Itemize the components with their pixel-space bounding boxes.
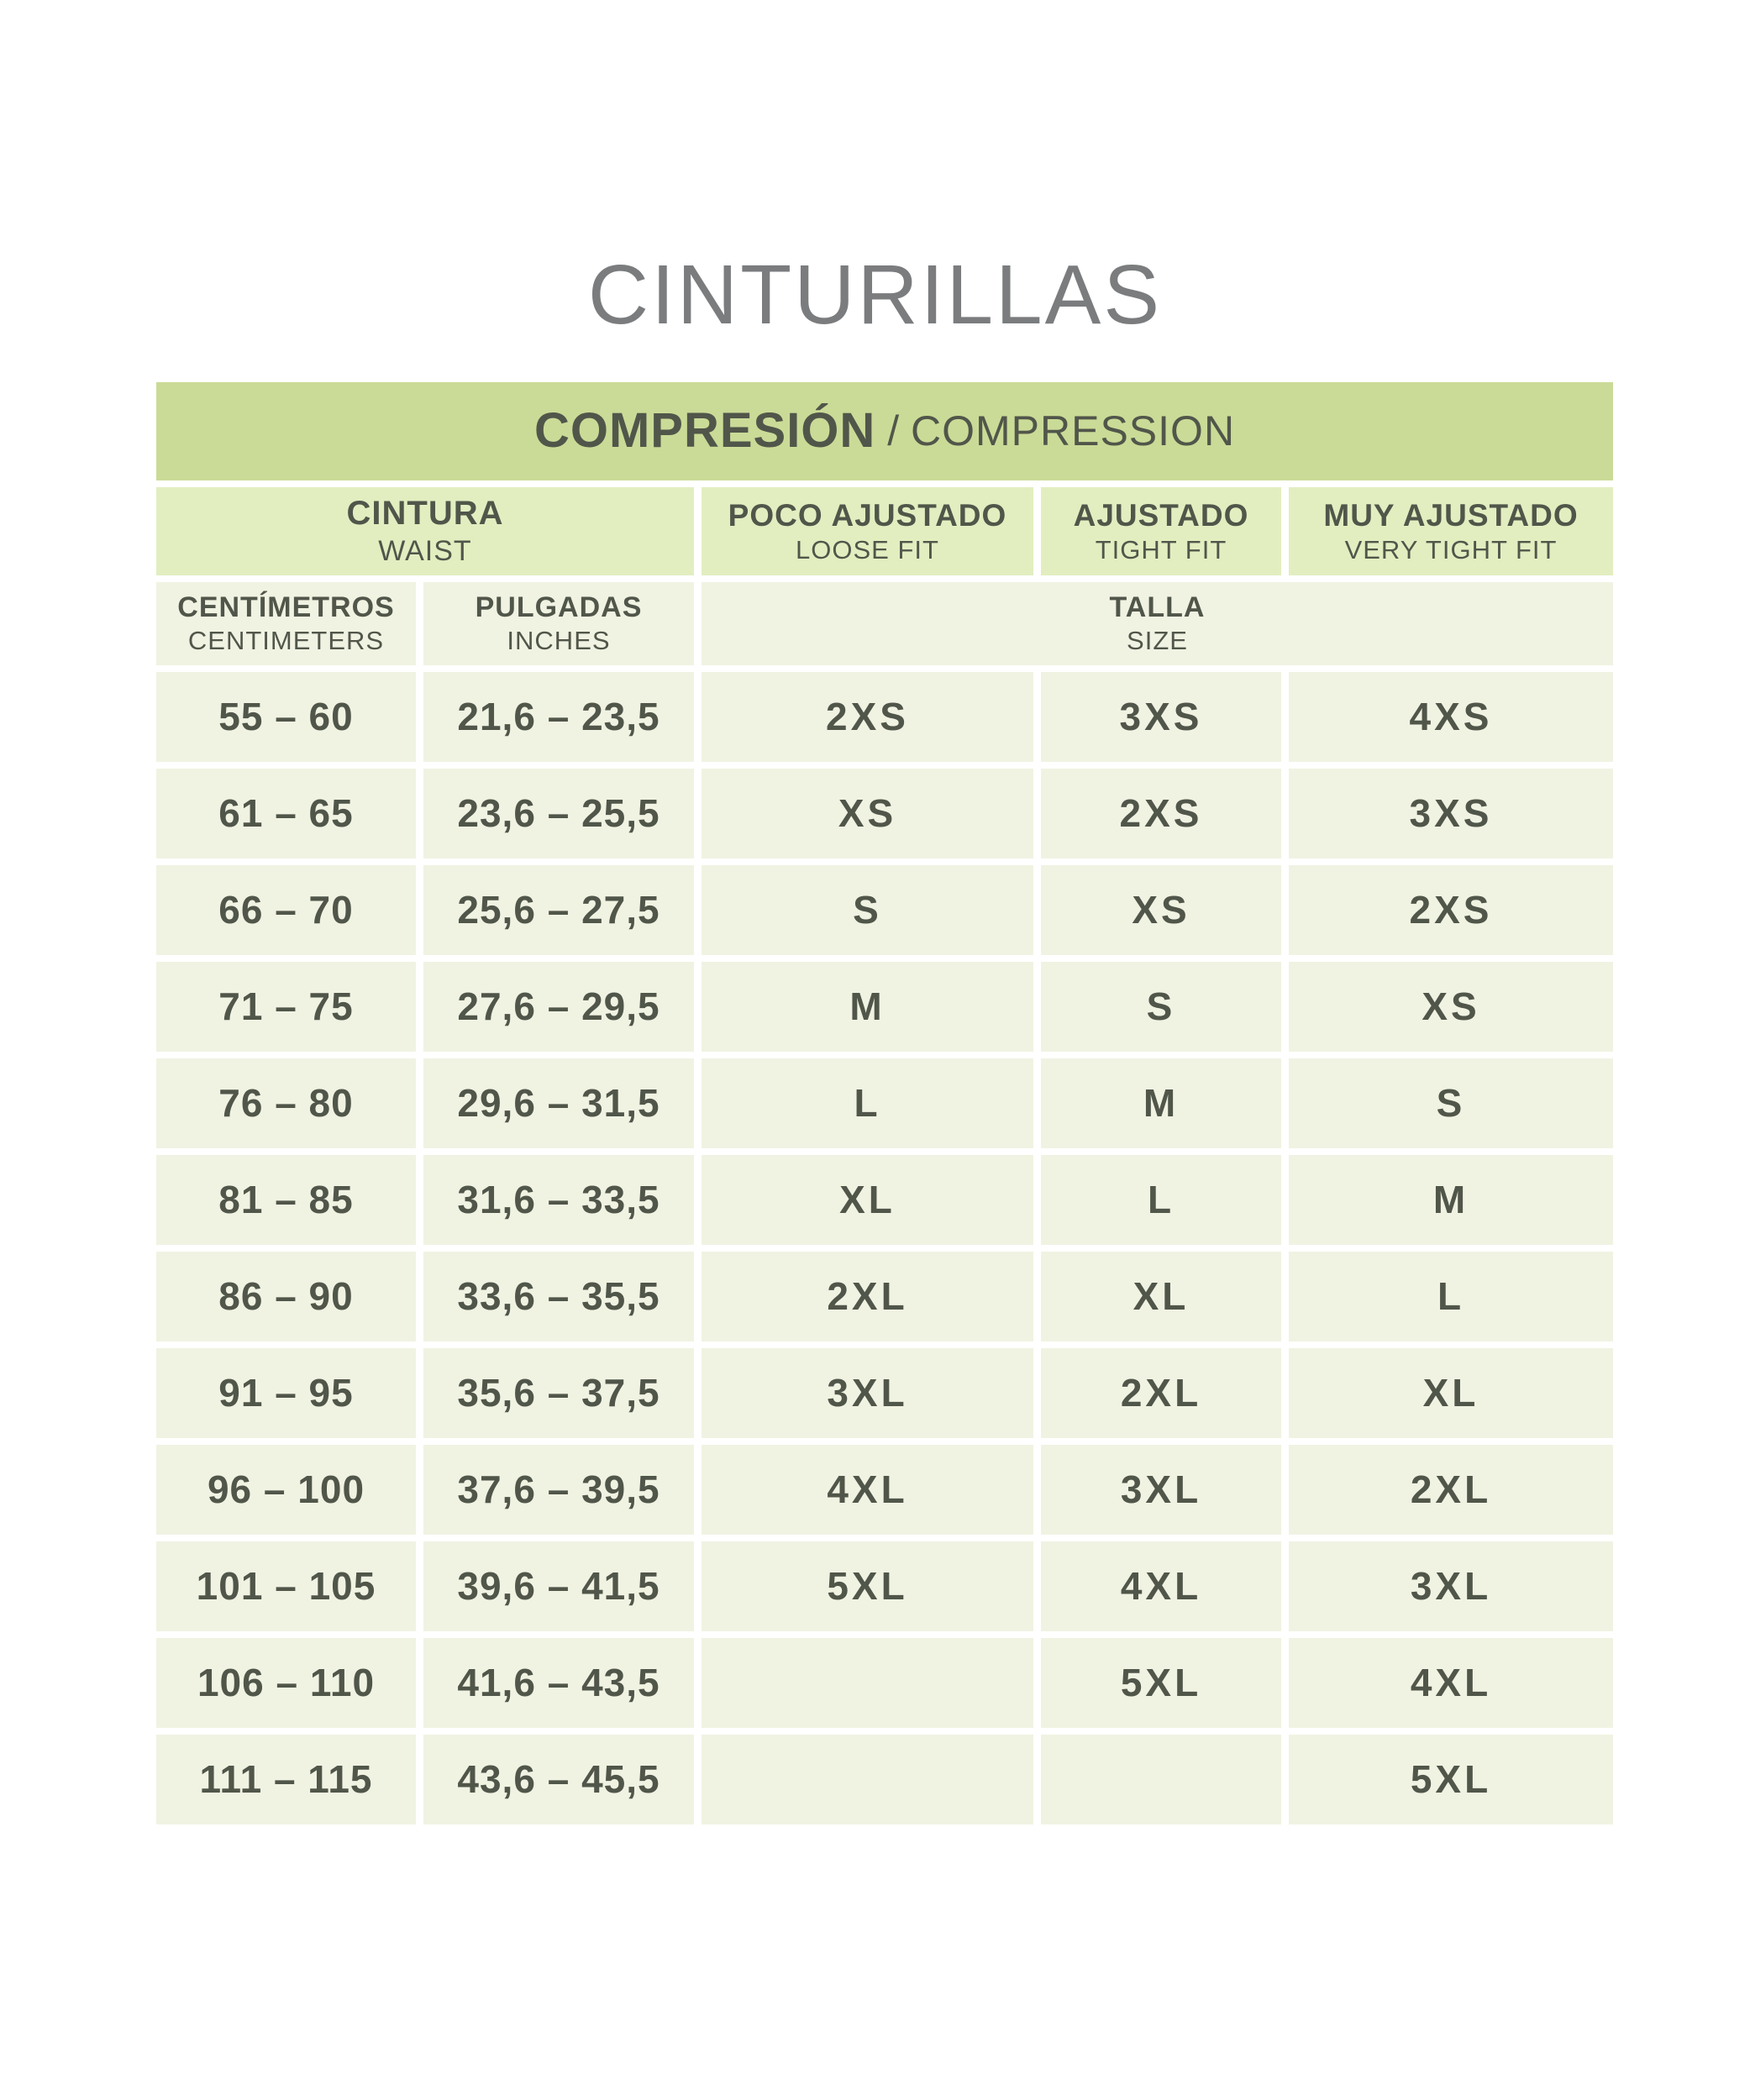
subheader-inches-en: INCHES bbox=[507, 626, 611, 656]
header-very-tight-fit-en: VERY TIGHT FIT bbox=[1344, 535, 1558, 565]
subheader-centimeters-en: CENTIMETERS bbox=[187, 626, 385, 656]
cm-range-cell: 96 – 100 bbox=[156, 1445, 416, 1535]
cm-range-cell: 66 – 70 bbox=[156, 865, 416, 955]
header-waist-es: CINTURA bbox=[346, 495, 504, 533]
very-tight-fit-size-cell: XS bbox=[1289, 962, 1613, 1052]
tight-fit-size-cell: 5XL bbox=[1041, 1638, 1281, 1728]
header-tight-fit-es: AJUSTADO bbox=[1073, 498, 1249, 533]
loose-fit-size-cell: XS bbox=[702, 769, 1033, 858]
very-tight-fit-size-cell: 3XL bbox=[1289, 1541, 1613, 1631]
cm-range-cell: 91 – 95 bbox=[156, 1348, 416, 1438]
very-tight-fit-size-cell: XL bbox=[1289, 1348, 1613, 1438]
inches-range-cell: 31,6 – 33,5 bbox=[423, 1155, 694, 1245]
very-tight-fit-size-cell: 2XS bbox=[1289, 865, 1613, 955]
loose-fit-size-cell bbox=[702, 1638, 1033, 1728]
loose-fit-size-cell: L bbox=[702, 1058, 1033, 1148]
subheader-inches-es: PULGADAS bbox=[475, 591, 643, 623]
banner-separator: / bbox=[875, 407, 911, 454]
loose-fit-size-cell: 5XL bbox=[702, 1541, 1033, 1631]
cm-range-cell: 55 – 60 bbox=[156, 672, 416, 762]
inches-range-cell: 35,6 – 37,5 bbox=[423, 1348, 694, 1438]
very-tight-fit-size-cell: L bbox=[1289, 1252, 1613, 1341]
loose-fit-size-cell bbox=[702, 1735, 1033, 1824]
compression-banner: COMPRESIÓN / COMPRESSION bbox=[156, 382, 1613, 480]
inches-range-cell: 23,6 – 25,5 bbox=[423, 769, 694, 858]
page-title: CINTURILLAS bbox=[587, 248, 1163, 342]
tight-fit-size-cell bbox=[1041, 1735, 1281, 1824]
cm-range-cell: 86 – 90 bbox=[156, 1252, 416, 1341]
loose-fit-size-cell: 2XS bbox=[702, 672, 1033, 762]
tight-fit-size-cell: 2XS bbox=[1041, 769, 1281, 858]
tight-fit-size-cell: 3XS bbox=[1041, 672, 1281, 762]
loose-fit-size-cell: 3XL bbox=[702, 1348, 1033, 1438]
tight-fit-size-cell: L bbox=[1041, 1155, 1281, 1245]
loose-fit-size-cell: 2XL bbox=[702, 1252, 1033, 1341]
banner-title-en: COMPRESSION bbox=[911, 407, 1236, 454]
loose-fit-size-cell: XL bbox=[702, 1155, 1033, 1245]
very-tight-fit-size-cell: S bbox=[1289, 1058, 1613, 1148]
banner-title-es: COMPRESIÓN bbox=[533, 403, 876, 459]
very-tight-fit-size-cell: 2XL bbox=[1289, 1445, 1613, 1535]
cm-range-cell: 106 – 110 bbox=[156, 1638, 416, 1728]
inches-range-cell: 27,6 – 29,5 bbox=[423, 962, 694, 1052]
very-tight-fit-size-cell: 5XL bbox=[1289, 1735, 1613, 1824]
cm-range-cell: 76 – 80 bbox=[156, 1058, 416, 1148]
inches-range-cell: 39,6 – 41,5 bbox=[423, 1541, 694, 1631]
column-header-tight-fit: AJUSTADO TIGHT FIT bbox=[1041, 487, 1281, 575]
header-tight-fit-en: TIGHT FIT bbox=[1095, 535, 1227, 565]
very-tight-fit-size-cell: 4XS bbox=[1289, 672, 1613, 762]
inches-range-cell: 29,6 – 31,5 bbox=[423, 1058, 694, 1148]
loose-fit-size-cell: S bbox=[702, 865, 1033, 955]
inches-range-cell: 21,6 – 23,5 bbox=[423, 672, 694, 762]
inches-range-cell: 41,6 – 43,5 bbox=[423, 1638, 694, 1728]
subheader-size-es: TALLA bbox=[1109, 591, 1206, 623]
tight-fit-size-cell: XL bbox=[1041, 1252, 1281, 1341]
column-header-loose-fit: POCO AJUSTADO LOOSE FIT bbox=[702, 487, 1033, 575]
header-very-tight-fit-es: MUY AJUSTADO bbox=[1323, 498, 1579, 533]
size-chart-table: COMPRESIÓN / COMPRESSION CINTURA WAIST P… bbox=[156, 382, 1613, 1824]
very-tight-fit-size-cell: 3XS bbox=[1289, 769, 1613, 858]
inches-range-cell: 37,6 – 39,5 bbox=[423, 1445, 694, 1535]
tight-fit-size-cell: 4XL bbox=[1041, 1541, 1281, 1631]
loose-fit-size-cell: 4XL bbox=[702, 1445, 1033, 1535]
tight-fit-size-cell: 3XL bbox=[1041, 1445, 1281, 1535]
cm-range-cell: 111 – 115 bbox=[156, 1735, 416, 1824]
header-loose-fit-en: LOOSE FIT bbox=[796, 535, 939, 565]
inches-range-cell: 33,6 – 35,5 bbox=[423, 1252, 694, 1341]
cm-range-cell: 101 – 105 bbox=[156, 1541, 416, 1631]
cm-range-cell: 71 – 75 bbox=[156, 962, 416, 1052]
column-header-very-tight-fit: MUY AJUSTADO VERY TIGHT FIT bbox=[1289, 487, 1613, 575]
loose-fit-size-cell: M bbox=[702, 962, 1033, 1052]
subheader-size-en: SIZE bbox=[1127, 626, 1188, 656]
very-tight-fit-size-cell: 4XL bbox=[1289, 1638, 1613, 1728]
tight-fit-size-cell: S bbox=[1041, 962, 1281, 1052]
inches-range-cell: 43,6 – 45,5 bbox=[423, 1735, 694, 1824]
inches-range-cell: 25,6 – 27,5 bbox=[423, 865, 694, 955]
subheader-size: TALLA SIZE bbox=[702, 582, 1613, 665]
cm-range-cell: 81 – 85 bbox=[156, 1155, 416, 1245]
header-waist-en: WAIST bbox=[378, 535, 472, 568]
subheader-inches: PULGADAS INCHES bbox=[423, 582, 694, 665]
cm-range-cell: 61 – 65 bbox=[156, 769, 416, 858]
tight-fit-size-cell: 2XL bbox=[1041, 1348, 1281, 1438]
subheader-centimeters-es: CENTÍMETROS bbox=[177, 591, 395, 623]
column-header-waist: CINTURA WAIST bbox=[156, 487, 694, 575]
tight-fit-size-cell: M bbox=[1041, 1058, 1281, 1148]
very-tight-fit-size-cell: M bbox=[1289, 1155, 1613, 1245]
tight-fit-size-cell: XS bbox=[1041, 865, 1281, 955]
header-loose-fit-es: POCO AJUSTADO bbox=[728, 498, 1007, 533]
subheader-centimeters: CENTÍMETROS CENTIMETERS bbox=[156, 582, 416, 665]
